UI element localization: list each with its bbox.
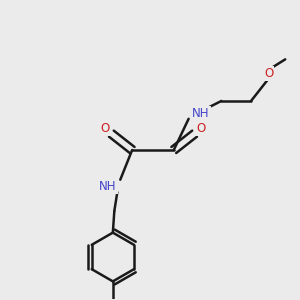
Text: O: O bbox=[264, 67, 273, 80]
Text: O: O bbox=[196, 122, 206, 135]
Text: NH: NH bbox=[192, 107, 210, 120]
Text: NH: NH bbox=[99, 180, 117, 193]
Text: O: O bbox=[100, 122, 110, 135]
